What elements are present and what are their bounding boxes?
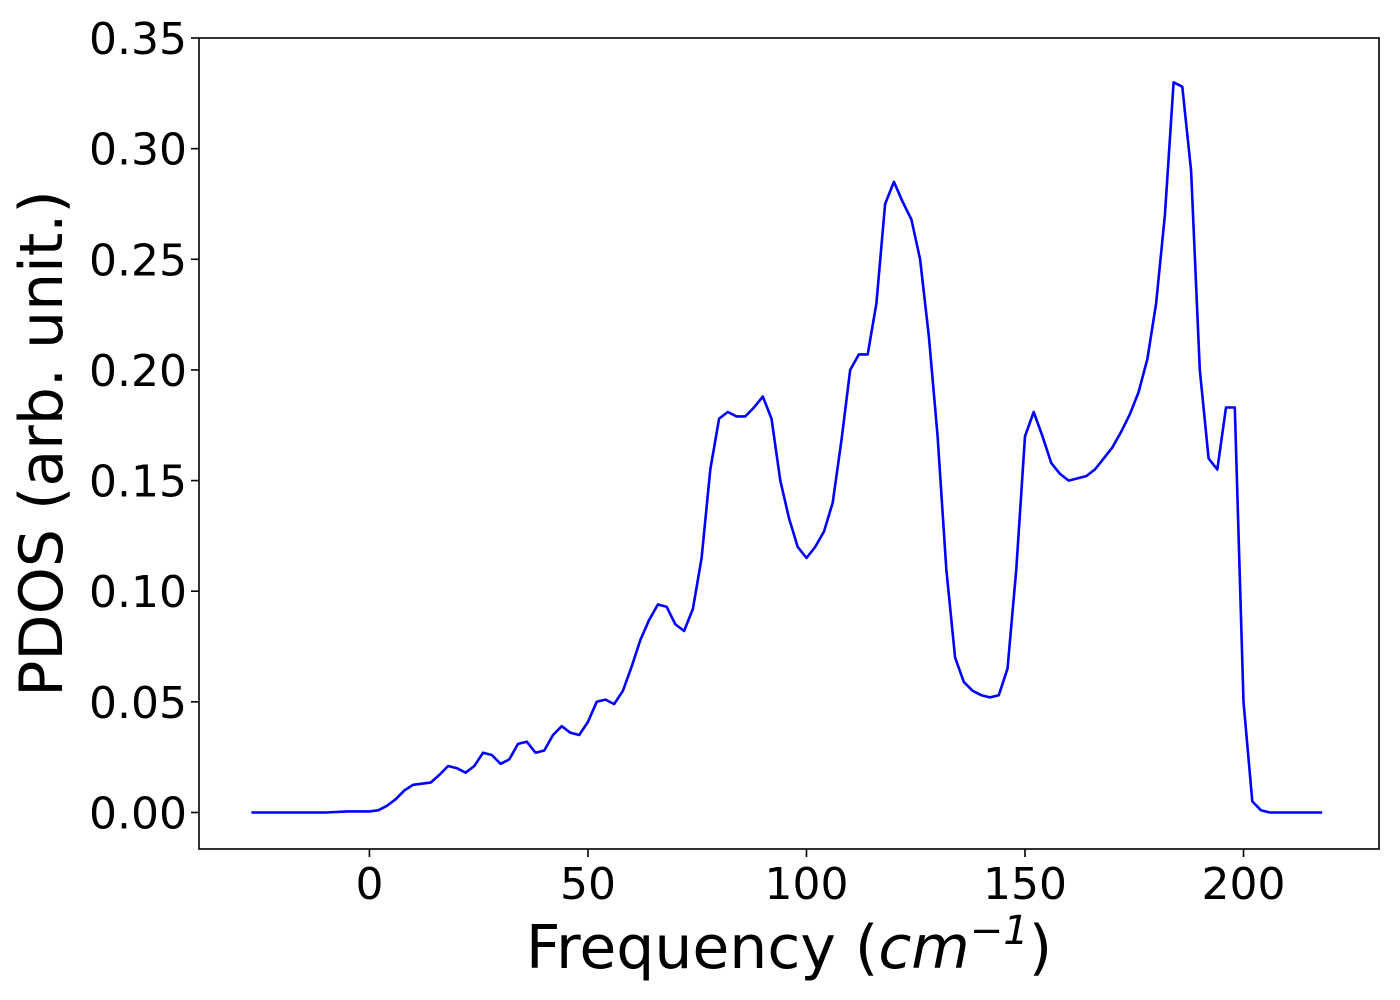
x-axis-title-close: ) [1029, 913, 1052, 983]
y-tick-label: 0.35 [89, 14, 187, 65]
pdos-series-line [251, 81, 1323, 814]
x-tick-label: 100 [764, 859, 848, 910]
y-tick-label: 0.00 [89, 788, 187, 839]
x-axis-title-text: Frequency ( [526, 913, 878, 983]
x-tick-label: 200 [1202, 859, 1286, 910]
plot-frame [198, 37, 1380, 850]
y-tick-label: 0.10 [89, 567, 187, 618]
y-tick-label: 0.05 [89, 678, 187, 729]
y-tick-label: 0.20 [89, 346, 187, 397]
y-tick-label: 0.15 [89, 457, 187, 508]
x-axis-title: Frequency (cm−1) [526, 908, 1052, 983]
x-axis: 0 50 100 150 200 [355, 849, 1286, 910]
y-axis: 0.00 0.05 0.10 0.15 0.20 0.25 0.30 0.35 [89, 14, 199, 839]
y-tick-label: 0.30 [89, 125, 187, 176]
x-tick-label: 0 [355, 859, 383, 910]
x-tick-label: 150 [983, 859, 1067, 910]
x-axis-title-exponent: −1 [970, 908, 1029, 954]
y-axis-title: PDOS (arb. unit.) [7, 190, 77, 697]
y-tick-label: 0.25 [89, 235, 187, 286]
series-layer [251, 81, 1323, 814]
x-tick-label: 50 [560, 859, 616, 910]
x-axis-title-unit: cm [878, 913, 969, 983]
